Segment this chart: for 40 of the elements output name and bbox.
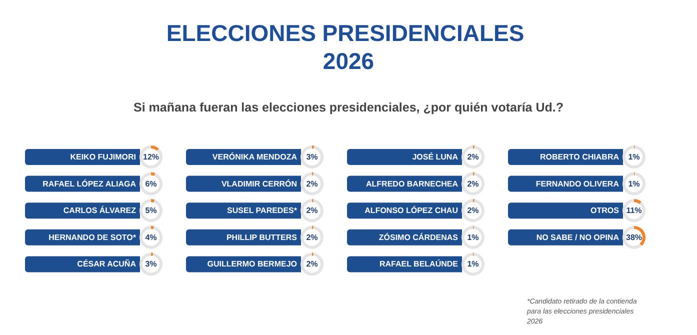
data-label: 1%	[467, 232, 479, 242]
data-label: 1%	[628, 179, 640, 188]
data-label: 38%	[626, 232, 642, 242]
category-label: ALFREDO BARNECHEA	[366, 179, 458, 188]
data-label: 2%	[306, 232, 318, 242]
category-label: CÉSAR ACUÑA	[77, 258, 136, 269]
data-label: 2%	[467, 179, 479, 188]
category-label: ROBERTO CHIABRA	[540, 152, 620, 162]
data-label: 5%	[145, 206, 157, 216]
category-label: HERNANDO DE SOTO*	[48, 232, 137, 242]
category-label: PHILLIP BUTTERS	[226, 232, 298, 242]
data-label: 11%	[626, 206, 642, 216]
category-label: VERÓNIKA MENDOZA	[212, 152, 298, 162]
category-label: OTROS	[590, 206, 620, 216]
data-label: 4%	[145, 232, 157, 242]
data-label: 1%	[628, 152, 640, 162]
category-label: SUSEL PAREDES*	[227, 206, 298, 216]
category-label: FERNANDO OLIVERA	[536, 179, 620, 188]
category-label: KEIKO FUJIMORI	[70, 152, 136, 162]
category-label: ZÓSIMO CÁRDENAS	[378, 232, 459, 242]
category-label: NO SABE / NO OPINA	[536, 232, 620, 242]
data-label: 2%	[306, 260, 318, 269]
data-label: 2%	[306, 206, 318, 216]
category-label: GUILLERMO BERMEJO	[207, 260, 297, 269]
category-label: RAFAEL BELAÚNDE	[379, 258, 459, 269]
data-label: 3%	[306, 152, 318, 162]
data-label: 2%	[467, 152, 479, 162]
category-label: JOSÉ LUNA	[412, 152, 458, 162]
data-label: 3%	[145, 260, 157, 269]
category-label: RAFAEL LÓPEZ ALIAGA	[42, 178, 136, 188]
data-label: 1%	[467, 260, 479, 269]
category-label: CARLOS ÁLVAREZ	[63, 205, 136, 216]
text: Si mañana fueran las elecciones presidenciales, ¿por quién votaría Ud.?	[133, 100, 564, 114]
data-label: 2%	[306, 179, 318, 188]
data-label: 6%	[145, 179, 157, 188]
text: ELECCIONES PRESIDENCIALES 2026	[166, 20, 531, 74]
category-label: ALFONSO LÓPEZ CHAU	[364, 205, 458, 216]
data-label: 12%	[142, 152, 160, 162]
data-label: 2%	[467, 206, 479, 216]
category-label: VLADIMIR CERRÓN	[221, 178, 298, 188]
